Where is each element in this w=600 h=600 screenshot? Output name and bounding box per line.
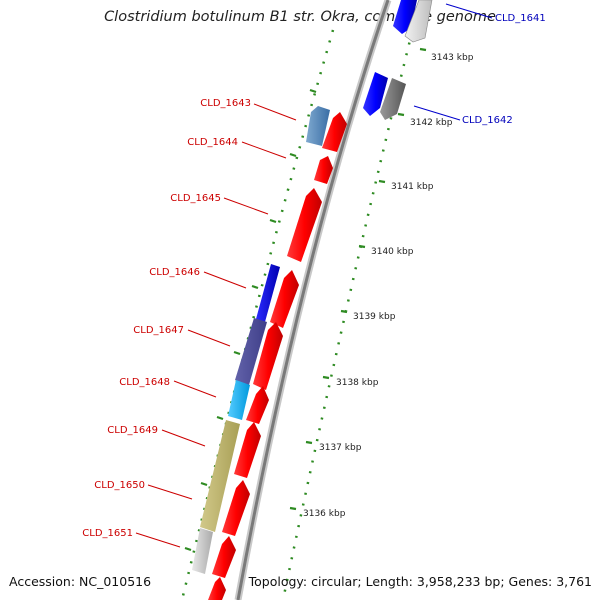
gene-cld-1644[interactable] [322, 112, 347, 152]
gene-cld-1643[interactable] [306, 106, 330, 146]
gene-cld-1648[interactable] [253, 322, 283, 390]
gene-cld-1651[interactable] [222, 480, 250, 536]
accession-text: Accession: NC_010516 [9, 574, 152, 589]
scale-label: 3143 kbp [431, 53, 474, 63]
gene-label[interactable]: CLD_1641 [495, 13, 546, 24]
gene-cld-1646[interactable] [287, 188, 322, 262]
gene-cld-1648b[interactable] [228, 380, 250, 420]
scale-major-ticks [289, 47, 427, 511]
gene-light-gray[interactable] [192, 528, 213, 574]
scale-label: 3142 kbp [410, 118, 453, 128]
gene-label[interactable]: CLD_1645 [170, 193, 221, 204]
leader-lines-right [413, 3, 493, 121]
gene-label[interactable]: CLD_1644 [187, 137, 238, 148]
gene-label[interactable]: CLD_1646 [149, 267, 200, 278]
gene-label[interactable]: CLD_1642 [462, 115, 513, 126]
gene-label[interactable]: CLD_1651 [82, 528, 133, 539]
scale-label: 3137 kbp [319, 443, 362, 453]
gene-cld-1649[interactable] [246, 386, 269, 424]
gene-cld-1647b[interactable] [235, 318, 267, 385]
gene-cld-1647[interactable] [270, 270, 299, 328]
leader-lines-left [135, 103, 297, 548]
gene-label[interactable]: CLD_1647 [133, 325, 184, 336]
backbone-line [236, 0, 390, 600]
gene-cld-1642[interactable] [363, 72, 388, 116]
gene-cld-1645[interactable] [314, 156, 333, 184]
gene-gray[interactable] [380, 78, 406, 120]
scale-label: 3138 kbp [336, 378, 379, 388]
gene-cld-1650[interactable] [234, 422, 261, 478]
scale-ring-left [180, 29, 335, 600]
gene-cld-1640[interactable] [404, 0, 433, 43]
scale-label: 3136 kbp [303, 509, 346, 519]
gene-red-bottom[interactable] [212, 536, 236, 578]
gene-label[interactable]: CLD_1643 [200, 98, 251, 109]
reverse-strand-genes [363, 0, 433, 120]
gene-label[interactable]: CLD_1649 [107, 425, 158, 436]
topology-text: Topology: circular; Length: 3,958,233 bp… [248, 574, 592, 589]
scale-label: 3141 kbp [391, 182, 434, 192]
scale-label: 3139 kbp [353, 312, 396, 322]
gene-label[interactable]: CLD_1650 [94, 480, 145, 491]
gene-red-bottom-2[interactable] [208, 577, 226, 600]
scale-label: 3140 kbp [371, 247, 414, 257]
gene-cld-1649b[interactable] [200, 420, 240, 532]
scale-ring-right [281, 0, 422, 600]
gene-label[interactable]: CLD_1648 [119, 377, 170, 388]
forward-strand-genes [192, 106, 347, 600]
gene-cld-1646b[interactable] [256, 264, 280, 322]
